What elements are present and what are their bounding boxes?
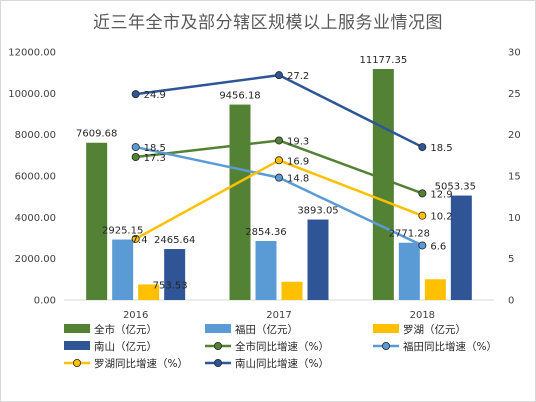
line-point [131,234,140,243]
bar [86,142,108,300]
y-right-tick-label: 0 [508,296,514,307]
legend-swatch [373,324,399,333]
line-point [131,143,140,152]
y-right-tick-label: 10 [508,213,521,224]
line-data-label: 6.6 [430,241,446,252]
bar [164,249,186,300]
bar-data-label: 2771.28 [389,229,430,240]
legend-marker [73,358,82,367]
x-tick-label: 2016 [123,310,148,321]
y-left-tick-label: 6000.00 [15,172,56,183]
y-right-tick-label: 15 [508,172,521,183]
legend-label: 南山同比增速（%） [235,357,329,370]
line-point [418,189,427,198]
legend-label: 福田同比增速（%） [403,340,497,353]
chart-title: 近三年全市及部分辖区规模以上服务业情况图 [93,13,443,33]
line-point [274,71,283,80]
bar [229,104,251,300]
legend-swatch [64,341,90,350]
line-point [131,90,140,99]
y-right-tick-label: 20 [508,130,521,141]
legend-marker [213,341,222,350]
y-right-tick-label: 25 [508,89,521,100]
line-data-label: 18.5 [430,143,452,154]
legend-marker [213,358,222,367]
bar-data-label: 9456.18 [219,91,260,102]
line-data-label: 19.3 [287,136,309,147]
legend-label: 全市同比增速（%） [235,340,329,353]
bar [372,69,394,300]
legend-swatch [205,324,231,333]
y-left-tick-label: 4000.00 [15,213,56,224]
bar-data-label: 2465.64 [154,235,195,246]
y-right-tick-label: 5 [508,254,514,265]
bar [255,241,277,300]
y-left-tick-label: 12000.00 [8,48,56,59]
bar-data-label: 3893.05 [297,206,338,217]
bar [398,242,420,300]
line-point [418,211,427,220]
line-point [418,143,427,152]
legend-label: 全市（亿元） [94,323,157,336]
bar [450,195,472,300]
y-left-tick-label: 10000.00 [8,89,56,100]
y-left-tick-label: 8000.00 [15,130,56,141]
legend-label: 罗湖同比增速（%） [94,357,188,370]
line-data-label: 10.2 [430,212,452,223]
legend-label: 福田（亿元） [235,323,298,336]
line-point [274,156,283,165]
line-point [274,136,283,145]
line-data-label: 16.9 [287,156,309,167]
bar [424,279,446,300]
bar-data-label: 2925.15 [102,226,143,237]
line-data-label: 24.9 [144,90,166,101]
bar-data-label: 753.53 [153,280,188,291]
line-point [131,152,140,161]
legend-swatch [64,324,90,333]
legend-label: 罗湖（亿元） [403,323,466,336]
line-data-label: 17.3 [144,153,166,164]
line-point [274,173,283,182]
x-tick-label: 2018 [410,310,435,321]
bar [112,239,134,300]
line-data-label: 18.5 [144,143,166,154]
legend-marker [381,341,390,350]
y-left-tick-label: 0.00 [34,296,56,307]
y-right-tick-label: 30 [508,48,521,59]
x-tick-label: 2017 [266,310,291,321]
legend-label: 南山（亿元） [94,340,157,353]
bar-data-label: 2854.36 [245,227,286,238]
line-data-label: 27.2 [287,71,309,82]
bar [281,281,303,300]
line-data-label: 12.9 [430,189,452,200]
bar-data-label: 7609.68 [76,129,117,140]
line-data-label: 7.4 [132,235,148,246]
bar-data-label: 5053.35 [435,182,476,193]
bar [138,284,160,300]
line-data-label: 14.8 [287,174,309,185]
line-point [418,241,427,250]
bar-data-label: 11177.35 [359,55,407,66]
bar [307,219,329,300]
y-left-tick-label: 2000.00 [15,254,56,265]
